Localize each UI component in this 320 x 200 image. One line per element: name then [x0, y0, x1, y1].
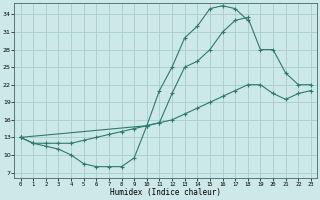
X-axis label: Humidex (Indice chaleur): Humidex (Indice chaleur) [110, 188, 221, 197]
